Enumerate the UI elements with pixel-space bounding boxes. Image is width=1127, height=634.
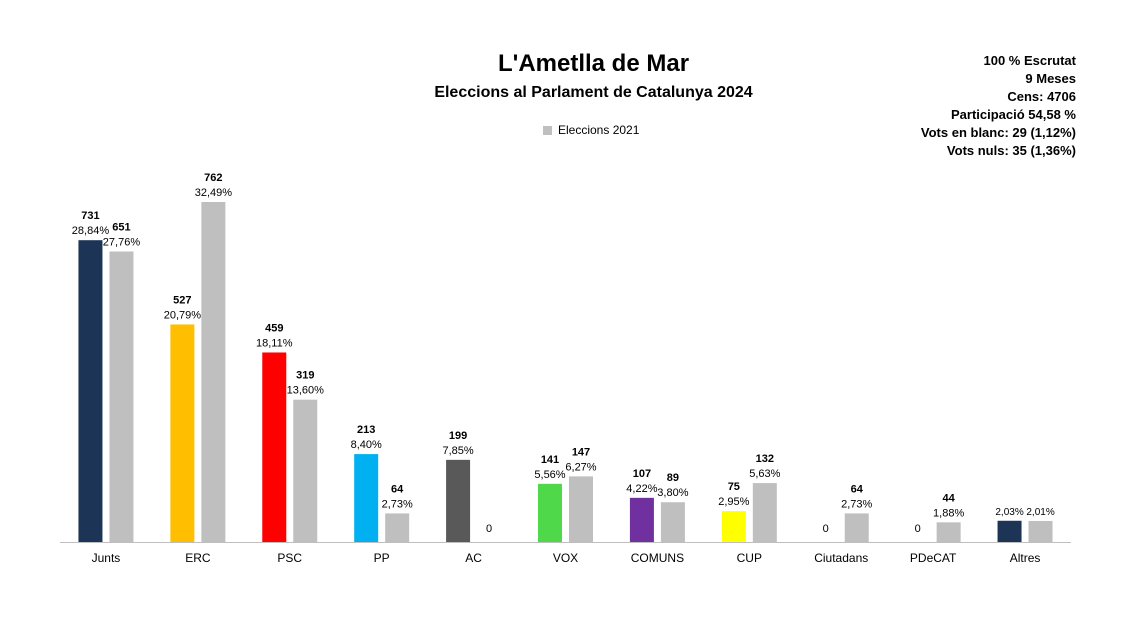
vote-label-2021-junts: 651 — [112, 221, 130, 233]
vote-label-2021-cup: 132 — [756, 453, 774, 465]
bar-2024-pp — [354, 454, 379, 542]
bar-2024-junts — [78, 240, 103, 543]
bar-2021-vox — [569, 476, 593, 542]
results-info-panel: 100 % Escrutat 9 Meses Cens: 4706 Partic… — [921, 52, 1076, 160]
bar-2021-comuns — [660, 502, 685, 542]
category-label-ac: AC — [465, 551, 482, 565]
vote-label-2024-ac: 199 — [449, 430, 467, 442]
category-label-comuns: COMUNS — [631, 551, 684, 565]
pct-label-2021-erc: 32,49% — [195, 187, 233, 199]
vote-label-2021-pdecat: 44 — [943, 492, 956, 504]
pct-label-2024-vox: 5,56% — [534, 469, 565, 481]
pct-label-2024-altres: 2,03% — [995, 507, 1023, 518]
vote-label-2024-cup: 75 — [728, 481, 740, 493]
vote-label-2024-erc: 527 — [173, 294, 191, 306]
chart-subtitle: Eleccions al Parlament de Catalunya 2024 — [434, 84, 753, 101]
vote-label-2021-vox: 147 — [572, 446, 590, 458]
bar-2021-junts — [109, 251, 134, 543]
chart-title: L'Ametlla de Mar — [497, 50, 690, 77]
category-label-pp: PP — [374, 551, 390, 565]
bar-2021-erc — [201, 202, 226, 542]
category-label-cup: CUP — [737, 551, 762, 565]
pct-label-2021-psc: 13,60% — [287, 385, 325, 397]
cens-text: Cens: 4706 — [1007, 89, 1076, 104]
bar-2024-ac — [446, 459, 471, 542]
vote-label-2024-junts: 731 — [81, 210, 99, 222]
pct-label-2021-vox: 6,27% — [565, 461, 596, 473]
category-label-junts: Junts — [92, 551, 121, 565]
vots-nuls-text: Vots nuls: 35 (1,36%) — [946, 143, 1076, 158]
pct-label-2024-cup: 2,95% — [718, 496, 749, 508]
category-label-pdecat: PDeCAT — [910, 551, 957, 565]
bar-2024-altres — [997, 520, 1022, 542]
vote-label-2024-psc: 459 — [265, 322, 283, 334]
category-label-psc: PSC — [277, 551, 302, 565]
vote-label-2021-erc: 762 — [204, 172, 222, 184]
vote-label-2021-ac: 0 — [486, 523, 492, 535]
bar-2021-psc — [293, 399, 318, 542]
bar-2024-vox — [538, 483, 562, 542]
pct-label-2024-junts: 28,84% — [72, 225, 110, 237]
vote-label-2021-comuns: 89 — [667, 472, 679, 484]
vote-label-2024-vox: 141 — [541, 454, 559, 466]
pct-label-2024-comuns: 4,22% — [626, 483, 657, 495]
pct-label-2021-ciutadans: 2,73% — [841, 498, 872, 510]
vote-label-2024-comuns: 107 — [633, 468, 651, 480]
vots-blanc-text: Vots en blanc: 29 (1,12%) — [920, 125, 1076, 140]
vote-label-2024-pdecat: 0 — [915, 523, 921, 535]
pct-label-2021-pp: 2,73% — [382, 498, 413, 510]
bar-2021-pp — [385, 513, 410, 542]
category-label-altres: Altres — [1010, 551, 1041, 565]
vote-label-2021-psc: 319 — [296, 370, 314, 382]
pct-label-2024-erc: 20,79% — [164, 309, 202, 321]
legend-label-2021: Eleccions 2021 — [558, 123, 640, 137]
bar-2024-erc — [170, 324, 195, 542]
bar-2021-ciutadans — [844, 513, 869, 542]
legend: Eleccions 2021 — [543, 123, 639, 137]
scrutat-text: 100 % Escrutat — [983, 53, 1077, 68]
category-label-erc: ERC — [185, 551, 211, 565]
pct-label-2021-altres: 2,01% — [1026, 507, 1054, 518]
pct-label-2024-ac: 7,85% — [442, 445, 473, 457]
pct-label-2021-comuns: 3,80% — [657, 487, 688, 499]
participacio-text: Participació 54,58 % — [950, 107, 1076, 122]
bar-2021-cup — [752, 483, 777, 542]
pct-label-2021-cup: 5,63% — [749, 468, 780, 480]
vote-label-2024-ciutadans: 0 — [823, 523, 829, 535]
legend-swatch-2021 — [543, 125, 552, 135]
bar-2024-cup — [721, 511, 746, 542]
bar-2021-pdecat — [936, 522, 961, 542]
vote-label-2021-ciutadans: 64 — [851, 483, 864, 495]
bar-2021-altres — [1028, 520, 1053, 542]
bar-2024-comuns — [629, 497, 654, 542]
pct-label-2024-pp: 8,40% — [351, 439, 382, 451]
bar-2024-psc — [262, 352, 287, 542]
pct-label-2021-junts: 27,76% — [103, 236, 141, 248]
category-label-ciutadans: Ciutadans — [814, 551, 868, 565]
category-label-vox: VOX — [553, 551, 578, 565]
meses-text: 9 Meses — [1025, 71, 1076, 86]
pct-label-2021-pdecat: 1,88% — [933, 507, 964, 519]
vote-label-2021-pp: 64 — [391, 483, 404, 495]
pct-label-2024-psc: 18,11% — [256, 337, 293, 349]
vote-label-2024-pp: 213 — [357, 424, 375, 436]
